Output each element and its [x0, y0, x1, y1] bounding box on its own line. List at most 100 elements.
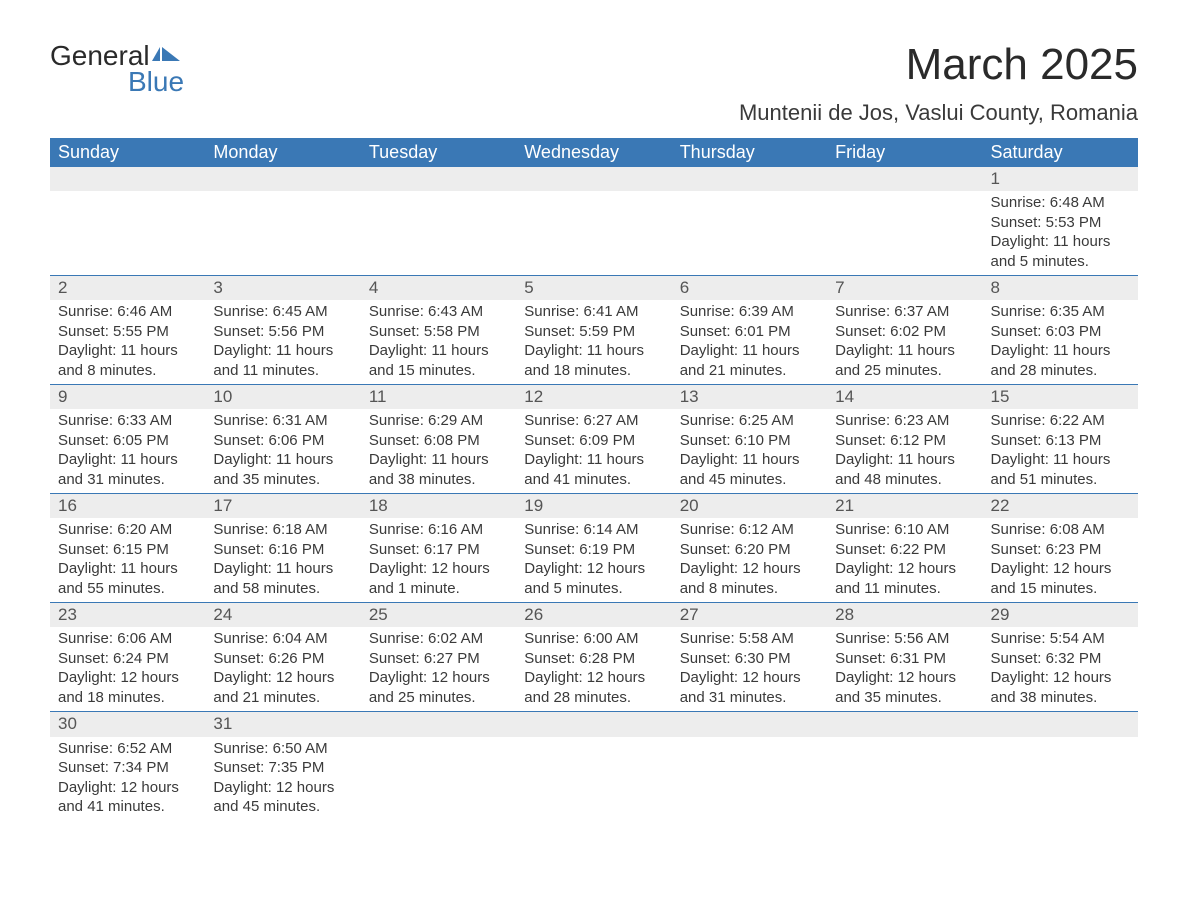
title-block: March 2025 Muntenii de Jos, Vaslui Count… [739, 40, 1138, 126]
sunset: Sunset: 6:26 PM [213, 649, 352, 669]
daylight: Daylight: 12 hours and 38 minutes. [991, 668, 1130, 707]
day-number: 4 [361, 276, 516, 301]
day-header: Friday [827, 138, 982, 167]
day-number: 27 [672, 603, 827, 628]
daylight: Daylight: 11 hours and 55 minutes. [58, 559, 197, 598]
day-header: Tuesday [361, 138, 516, 167]
day-detail [50, 191, 205, 276]
sunset: Sunset: 6:16 PM [213, 540, 352, 560]
sunrise: Sunrise: 6:23 AM [835, 411, 974, 431]
sunset: Sunset: 6:13 PM [991, 431, 1130, 451]
day-number: 12 [516, 385, 671, 410]
day-number: 6 [672, 276, 827, 301]
daylight: Daylight: 12 hours and 18 minutes. [58, 668, 197, 707]
day-number-row: 16171819202122 [50, 494, 1138, 519]
header: General Blue March 2025 Muntenii de Jos,… [50, 40, 1138, 126]
sunrise: Sunrise: 6:14 AM [524, 520, 663, 540]
sunset: Sunset: 6:03 PM [991, 322, 1130, 342]
day-number: 20 [672, 494, 827, 519]
day-detail [672, 191, 827, 276]
day-detail: Sunrise: 6:46 AMSunset: 5:55 PMDaylight:… [50, 300, 205, 385]
sunrise: Sunrise: 6:43 AM [369, 302, 508, 322]
sunset: Sunset: 6:22 PM [835, 540, 974, 560]
sunrise: Sunrise: 6:06 AM [58, 629, 197, 649]
day-number: 28 [827, 603, 982, 628]
day-header: Wednesday [516, 138, 671, 167]
day-detail: Sunrise: 6:16 AMSunset: 6:17 PMDaylight:… [361, 518, 516, 603]
sunrise: Sunrise: 6:12 AM [680, 520, 819, 540]
day-number [516, 167, 671, 191]
sunset: Sunset: 6:09 PM [524, 431, 663, 451]
sunrise: Sunrise: 5:58 AM [680, 629, 819, 649]
day-number: 11 [361, 385, 516, 410]
calendar-header-row: SundayMondayTuesdayWednesdayThursdayFrid… [50, 138, 1138, 167]
sunrise: Sunrise: 6:02 AM [369, 629, 508, 649]
day-detail: Sunrise: 6:52 AMSunset: 7:34 PMDaylight:… [50, 737, 205, 821]
day-detail-row: Sunrise: 6:52 AMSunset: 7:34 PMDaylight:… [50, 737, 1138, 821]
day-number-row: 23242526272829 [50, 603, 1138, 628]
day-number: 19 [516, 494, 671, 519]
sunset: Sunset: 5:56 PM [213, 322, 352, 342]
daylight: Daylight: 11 hours and 41 minutes. [524, 450, 663, 489]
daylight: Daylight: 12 hours and 1 minute. [369, 559, 508, 598]
location: Muntenii de Jos, Vaslui County, Romania [739, 100, 1138, 126]
day-number: 2 [50, 276, 205, 301]
sunset: Sunset: 5:53 PM [991, 213, 1130, 233]
sunrise: Sunrise: 6:33 AM [58, 411, 197, 431]
day-detail: Sunrise: 6:39 AMSunset: 6:01 PMDaylight:… [672, 300, 827, 385]
day-detail [361, 737, 516, 821]
day-number [205, 167, 360, 191]
day-number: 24 [205, 603, 360, 628]
day-number: 17 [205, 494, 360, 519]
day-detail-row: Sunrise: 6:06 AMSunset: 6:24 PMDaylight:… [50, 627, 1138, 712]
day-number: 16 [50, 494, 205, 519]
sunrise: Sunrise: 6:52 AM [58, 739, 197, 759]
day-number-row: 9101112131415 [50, 385, 1138, 410]
day-detail: Sunrise: 5:58 AMSunset: 6:30 PMDaylight:… [672, 627, 827, 712]
daylight: Daylight: 11 hours and 31 minutes. [58, 450, 197, 489]
sunrise: Sunrise: 6:35 AM [991, 302, 1130, 322]
day-detail: Sunrise: 5:54 AMSunset: 6:32 PMDaylight:… [983, 627, 1138, 712]
day-number: 1 [983, 167, 1138, 191]
sunset: Sunset: 6:19 PM [524, 540, 663, 560]
sunset: Sunset: 6:20 PM [680, 540, 819, 560]
sunset: Sunset: 6:05 PM [58, 431, 197, 451]
day-detail [827, 737, 982, 821]
logo-text-2: Blue [128, 66, 184, 98]
sunset: Sunset: 5:58 PM [369, 322, 508, 342]
sunset: Sunset: 6:15 PM [58, 540, 197, 560]
day-number: 15 [983, 385, 1138, 410]
day-detail: Sunrise: 6:48 AMSunset: 5:53 PMDaylight:… [983, 191, 1138, 276]
sunrise: Sunrise: 6:31 AM [213, 411, 352, 431]
day-detail: Sunrise: 6:37 AMSunset: 6:02 PMDaylight:… [827, 300, 982, 385]
day-detail-row: Sunrise: 6:33 AMSunset: 6:05 PMDaylight:… [50, 409, 1138, 494]
daylight: Daylight: 12 hours and 25 minutes. [369, 668, 508, 707]
sunrise: Sunrise: 6:04 AM [213, 629, 352, 649]
sunset: Sunset: 6:28 PM [524, 649, 663, 669]
day-number: 31 [205, 712, 360, 737]
day-detail: Sunrise: 6:33 AMSunset: 6:05 PMDaylight:… [50, 409, 205, 494]
sunset: Sunset: 5:59 PM [524, 322, 663, 342]
daylight: Daylight: 11 hours and 21 minutes. [680, 341, 819, 380]
sunrise: Sunrise: 6:27 AM [524, 411, 663, 431]
sunset: Sunset: 6:17 PM [369, 540, 508, 560]
sunset: Sunset: 6:08 PM [369, 431, 508, 451]
sunrise: Sunrise: 6:39 AM [680, 302, 819, 322]
daylight: Daylight: 12 hours and 11 minutes. [835, 559, 974, 598]
day-number: 8 [983, 276, 1138, 301]
sunset: Sunset: 6:10 PM [680, 431, 819, 451]
day-number [672, 712, 827, 737]
day-header: Saturday [983, 138, 1138, 167]
day-number: 30 [50, 712, 205, 737]
day-number [516, 712, 671, 737]
day-detail [516, 737, 671, 821]
calendar-table: SundayMondayTuesdayWednesdayThursdayFrid… [50, 138, 1138, 821]
sunset: Sunset: 6:24 PM [58, 649, 197, 669]
day-detail: Sunrise: 6:04 AMSunset: 6:26 PMDaylight:… [205, 627, 360, 712]
sunrise: Sunrise: 6:29 AM [369, 411, 508, 431]
day-detail: Sunrise: 6:18 AMSunset: 6:16 PMDaylight:… [205, 518, 360, 603]
day-detail: Sunrise: 6:08 AMSunset: 6:23 PMDaylight:… [983, 518, 1138, 603]
logo: General Blue [50, 40, 184, 98]
day-detail-row: Sunrise: 6:48 AMSunset: 5:53 PMDaylight:… [50, 191, 1138, 276]
day-number-row: 1 [50, 167, 1138, 191]
